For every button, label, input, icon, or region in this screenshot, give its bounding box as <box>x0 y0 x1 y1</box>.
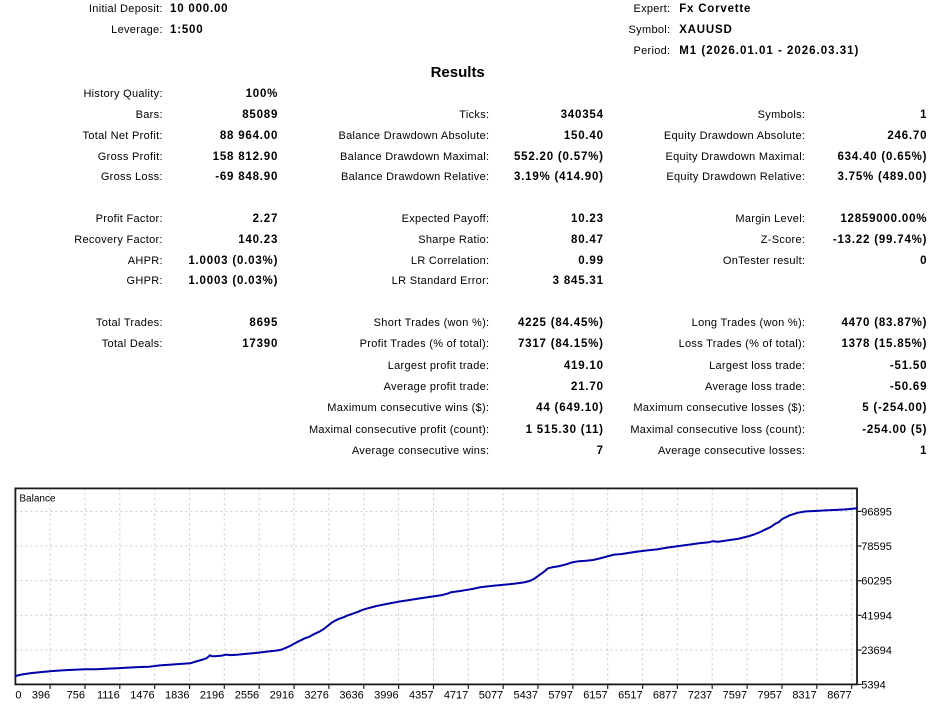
svg-text:7237: 7237 <box>688 690 712 702</box>
svg-text:1836: 1836 <box>165 690 189 702</box>
svg-text:1116: 1116 <box>97 690 120 702</box>
svg-text:3996: 3996 <box>374 690 398 702</box>
svg-text:6877: 6877 <box>653 690 677 702</box>
svg-text:3636: 3636 <box>339 690 363 702</box>
svg-text:23694: 23694 <box>861 645 892 657</box>
svg-text:78595: 78595 <box>861 541 892 553</box>
svg-text:7597: 7597 <box>723 690 747 702</box>
svg-text:4357: 4357 <box>409 690 433 702</box>
svg-text:Balance: Balance <box>19 493 56 504</box>
svg-text:2916: 2916 <box>270 690 294 702</box>
svg-text:41994: 41994 <box>861 610 892 622</box>
svg-text:0: 0 <box>15 690 21 702</box>
svg-text:756: 756 <box>67 690 85 702</box>
svg-text:7957: 7957 <box>758 690 782 702</box>
svg-text:4717: 4717 <box>444 690 468 702</box>
svg-text:2196: 2196 <box>200 690 224 702</box>
svg-text:8677: 8677 <box>827 690 851 702</box>
svg-text:6517: 6517 <box>618 690 642 702</box>
svg-text:5797: 5797 <box>548 690 572 702</box>
svg-text:3276: 3276 <box>304 690 328 702</box>
svg-text:5077: 5077 <box>479 690 503 702</box>
svg-text:8317: 8317 <box>792 690 816 702</box>
svg-text:5437: 5437 <box>514 690 538 702</box>
svg-text:96895: 96895 <box>861 506 892 518</box>
svg-text:396: 396 <box>32 690 50 702</box>
svg-text:60295: 60295 <box>861 576 892 588</box>
svg-text:6157: 6157 <box>583 690 607 702</box>
svg-text:2556: 2556 <box>235 690 259 702</box>
svg-text:1476: 1476 <box>130 690 154 702</box>
svg-text:5394: 5394 <box>861 679 885 691</box>
